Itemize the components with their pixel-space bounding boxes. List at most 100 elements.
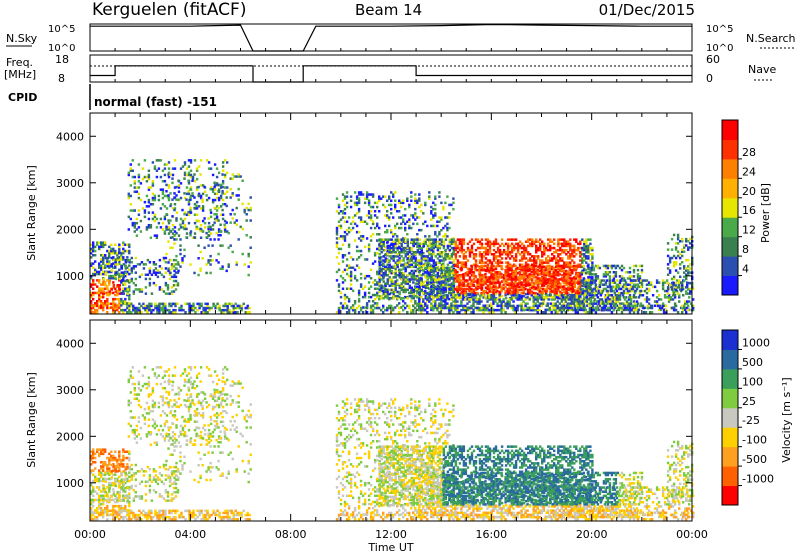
power-cell xyxy=(456,304,459,307)
power-cell xyxy=(181,219,185,223)
power-cell xyxy=(424,304,427,307)
power-cell xyxy=(555,289,558,293)
power-cell xyxy=(529,257,532,260)
power-cell xyxy=(137,226,141,229)
power-cell xyxy=(569,263,572,266)
power-cell xyxy=(177,269,180,273)
power-cell xyxy=(170,302,173,306)
power-cell xyxy=(478,261,482,264)
power-cell xyxy=(414,214,417,217)
power-cell xyxy=(98,304,101,308)
power-cell xyxy=(446,280,450,283)
power-cell xyxy=(555,248,558,252)
power-cell xyxy=(632,271,636,274)
power-cell xyxy=(116,263,119,266)
power-cell xyxy=(484,268,487,272)
power-cell xyxy=(365,304,369,307)
power-cell xyxy=(528,283,531,286)
power-cell xyxy=(357,256,361,259)
power-cell xyxy=(102,308,105,312)
power-cell xyxy=(168,277,172,281)
power-cell xyxy=(524,246,528,250)
power-cell xyxy=(557,238,560,241)
power-cell xyxy=(428,191,431,194)
power-cell xyxy=(470,264,473,268)
power-cell xyxy=(384,248,387,252)
power-cell xyxy=(618,283,622,286)
power-cell xyxy=(454,275,457,278)
power-cell xyxy=(442,262,445,265)
power-cell xyxy=(353,268,357,272)
power-cell xyxy=(488,284,492,287)
power-cell xyxy=(170,263,174,266)
power-cell xyxy=(158,306,161,310)
power-cell xyxy=(192,302,195,306)
power-cell xyxy=(581,306,584,310)
power-cell xyxy=(410,238,413,241)
power-cell xyxy=(504,257,508,260)
power-cell xyxy=(345,258,349,261)
power-cell xyxy=(438,306,441,310)
power-cell xyxy=(200,311,203,314)
power-cell xyxy=(500,287,503,291)
power-cell xyxy=(392,246,395,250)
power-cell xyxy=(518,285,521,289)
power-cell xyxy=(549,240,552,243)
power-cell xyxy=(506,302,509,305)
power-cell xyxy=(424,297,427,300)
power-cell xyxy=(351,220,355,223)
power-cell xyxy=(575,291,578,295)
power-cell xyxy=(600,279,604,282)
power-cell xyxy=(559,290,562,294)
power-cell xyxy=(196,302,199,306)
power-cell xyxy=(581,246,584,250)
power-cell xyxy=(524,251,528,254)
power-cell xyxy=(458,238,462,241)
power-cell xyxy=(464,263,468,266)
power-cell xyxy=(426,304,429,307)
power-cell xyxy=(244,311,247,314)
power-cell xyxy=(118,249,121,253)
power-cell xyxy=(369,226,373,230)
power-cell xyxy=(488,268,491,272)
power-cell xyxy=(430,285,433,289)
power-cell xyxy=(567,265,570,269)
power-cell xyxy=(386,240,389,243)
power-cell xyxy=(450,294,453,297)
power-cell xyxy=(520,296,523,299)
power-cell xyxy=(568,266,571,270)
power-cell xyxy=(203,221,207,225)
power-cell xyxy=(498,281,501,284)
power-cell xyxy=(408,286,411,289)
power-cell xyxy=(390,251,393,254)
power-cell xyxy=(460,279,463,282)
power-cell xyxy=(446,271,449,274)
power-cell xyxy=(569,302,572,305)
power-cell xyxy=(365,237,369,240)
power-cell xyxy=(211,224,215,227)
power-cell xyxy=(518,266,521,270)
power-cell xyxy=(432,283,435,286)
power-cell xyxy=(367,291,371,295)
power-cell xyxy=(591,255,594,258)
power-cell xyxy=(426,300,429,303)
power-cell xyxy=(510,276,514,279)
power-cell xyxy=(580,289,583,293)
power-cell xyxy=(594,277,598,280)
power-cell xyxy=(390,203,393,207)
power-cell xyxy=(432,278,435,281)
power-cell xyxy=(225,204,228,208)
power-cell xyxy=(585,304,588,307)
power-cell xyxy=(464,279,467,282)
power-cell xyxy=(550,273,553,276)
power-cell xyxy=(406,240,409,243)
power-cell xyxy=(448,242,452,246)
power-cell xyxy=(440,266,443,270)
power-cell xyxy=(133,209,136,212)
power-cell xyxy=(566,294,569,297)
power-cell xyxy=(506,278,510,281)
power-cell xyxy=(585,281,588,284)
power-cell xyxy=(597,302,601,305)
power-cell xyxy=(124,249,127,253)
power-cell xyxy=(226,304,229,308)
